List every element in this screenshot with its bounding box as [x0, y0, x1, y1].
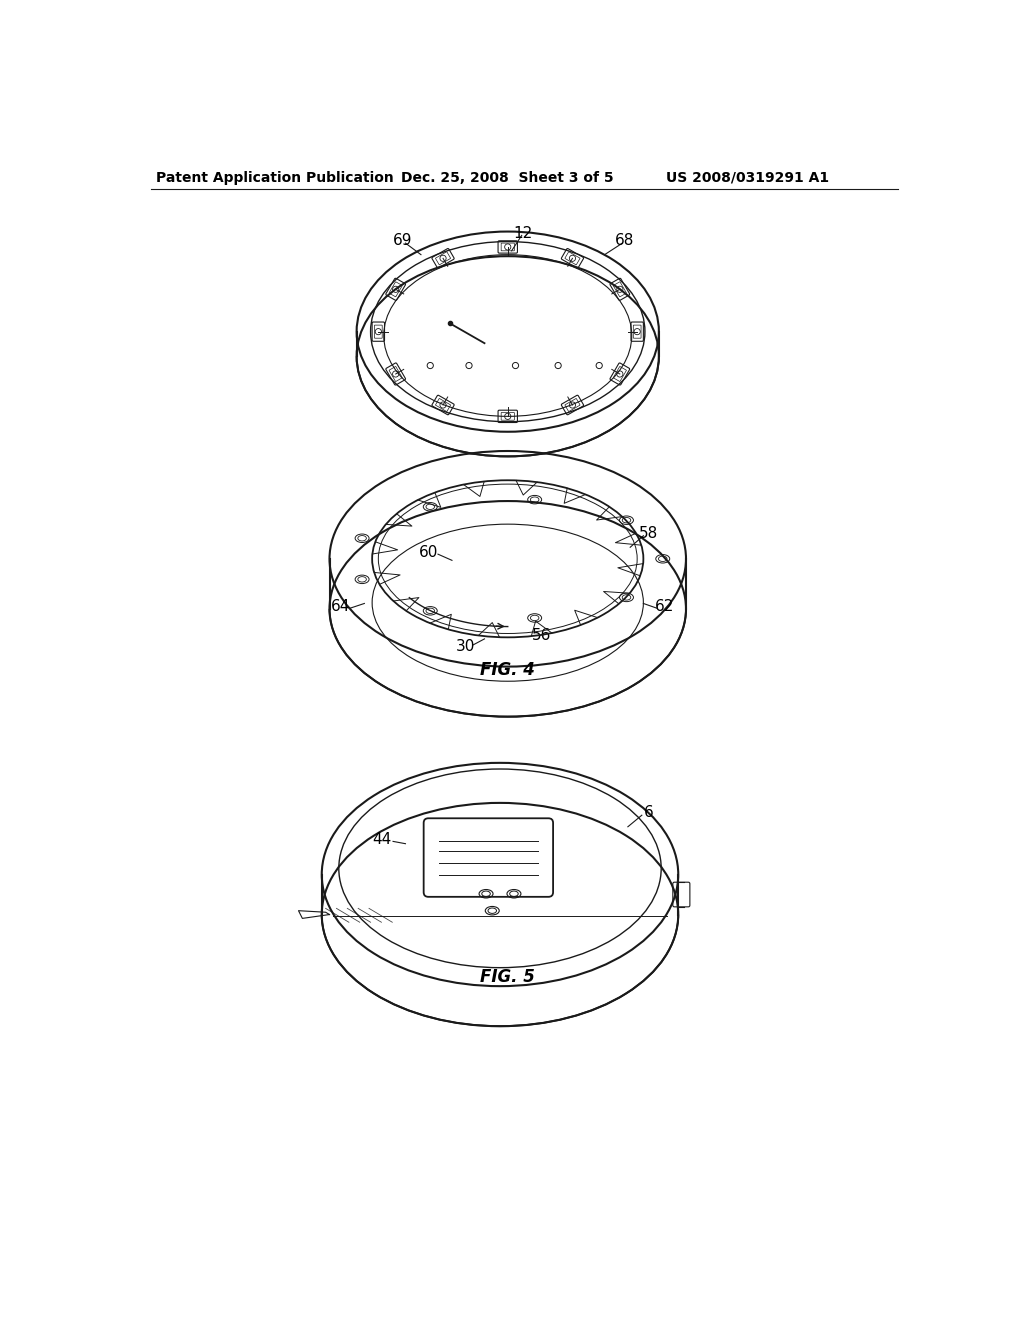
Text: Patent Application Publication: Patent Application Publication — [157, 170, 394, 185]
Text: 64: 64 — [331, 599, 350, 614]
Text: 30: 30 — [456, 639, 475, 655]
Text: FIG. 4: FIG. 4 — [480, 661, 536, 680]
Text: Dec. 25, 2008  Sheet 3 of 5: Dec. 25, 2008 Sheet 3 of 5 — [401, 170, 614, 185]
Text: 12: 12 — [514, 226, 532, 240]
Text: 68: 68 — [615, 234, 635, 248]
Text: 69: 69 — [393, 234, 413, 248]
Text: FIG. 5: FIG. 5 — [480, 968, 536, 986]
Text: US 2008/0319291 A1: US 2008/0319291 A1 — [667, 170, 829, 185]
Text: 44: 44 — [372, 833, 391, 847]
Text: 62: 62 — [654, 599, 674, 614]
Text: 6: 6 — [644, 805, 653, 821]
Text: 58: 58 — [639, 525, 658, 541]
Text: 60: 60 — [419, 545, 438, 560]
Text: 56: 56 — [531, 628, 551, 643]
